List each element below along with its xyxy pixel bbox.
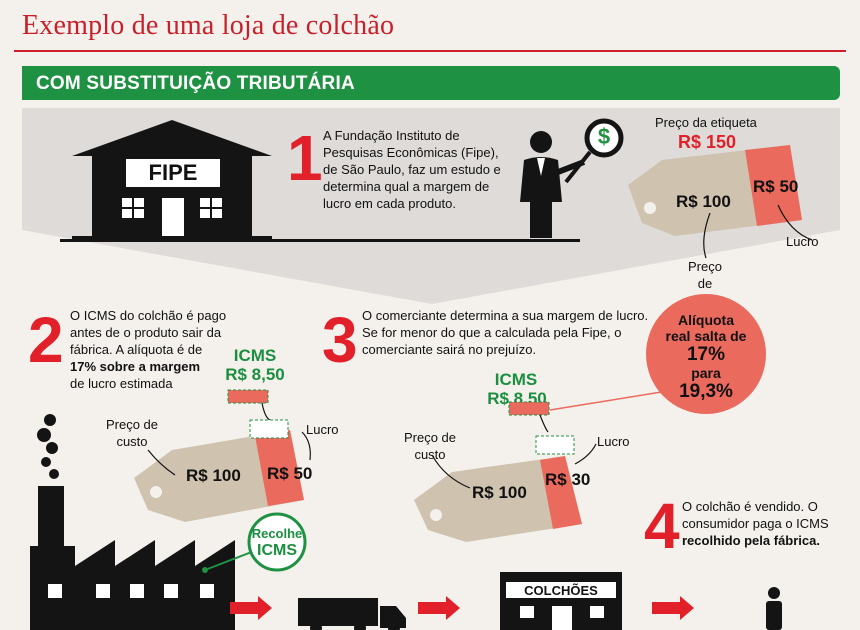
recolhe-icms-badge: Recolhe ICMS [249, 526, 305, 560]
store-sign-label: COLCHÕES [524, 583, 598, 598]
step-1-line: A Fundação Instituto de [323, 128, 460, 143]
label-profit-2: Lucro [306, 422, 339, 437]
tag-cost-3: R$ 100 [472, 483, 527, 502]
tag-profit-3: R$ 30 [545, 470, 591, 489]
page-title: Exemplo de uma loja de colchão [22, 10, 395, 41]
step-2-text: O ICMS do colchão é pago antes de o prod… [70, 307, 226, 392]
step-4-line: O colchão é vendido. O [682, 499, 818, 514]
price-tag-profit: R$ 50 [753, 177, 799, 196]
step-2-number: 2 [28, 304, 64, 376]
step-3-line: comerciante sairá no prejuízo. [362, 342, 537, 357]
step-1-line: determina qual a margem de [323, 179, 490, 194]
step-4-text: O colchão é vendido. O consumidor paga o… [682, 498, 829, 549]
icms-label-2: ICMS [233, 346, 277, 365]
step-2-line: de lucro estimada [70, 376, 173, 391]
arrow-right-icon [230, 596, 272, 620]
step-1-line: lucro em cada produto. [323, 196, 456, 211]
bubble-line: 17% [686, 344, 726, 365]
tag-profit-2: R$ 50 [267, 464, 313, 483]
tag-cost-2: R$ 100 [186, 466, 241, 485]
label-cost-3: Preço de custo [402, 429, 458, 463]
arrow-right-icon [418, 596, 460, 620]
step-4-line: recolhido pela fábrica. [682, 533, 820, 548]
label-cost-2: Preço de custo [104, 416, 160, 450]
label-cost-line: custo [414, 447, 446, 462]
bubble-line: 19,3% [679, 381, 733, 402]
title-rule [14, 50, 846, 52]
step-2-line: antes de o produto sair da [70, 325, 222, 340]
step-2-line: O ICMS do colchão é pago [70, 308, 227, 323]
bubble-line: real salta de [665, 328, 747, 344]
step-2-line: 17% sobre a margem [70, 359, 201, 374]
badge-line: ICMS [257, 542, 297, 559]
step-3-line: Se for menor do que a calculada pela Fip… [362, 325, 622, 340]
label-profit-3: Lucro [597, 434, 630, 449]
step-1-number: 1 [287, 122, 323, 194]
price-tag-cost: R$ 100 [676, 192, 731, 211]
label-cost-line: Preço de [688, 259, 722, 291]
step-1-line: Pesquisas Econômicas (Fipe), [323, 145, 499, 160]
label-cost-line: custo [116, 434, 148, 449]
store-icon [500, 572, 622, 630]
bubble-line: para [691, 365, 721, 381]
step-1-line: de São Paulo, faz um estudo e [323, 162, 501, 177]
step-3-line: O comerciante determina a sua margem de … [362, 308, 649, 323]
step-3-text: O comerciante determina a sua margem de … [362, 307, 648, 358]
magnifier-dollar-icon: $ [597, 124, 611, 149]
badge-line: Recolhe [251, 526, 303, 541]
step-2-line: fábrica. A alíquota é de [70, 342, 203, 357]
step-1-text: A Fundação Instituto de Pesquisas Econôm… [323, 127, 501, 212]
price-tag-caption: Preço da etiqueta [655, 115, 757, 130]
label-profit: Lucro [786, 234, 819, 249]
price-tag-total: R$ 150 [678, 132, 737, 152]
arrow-right-icon [652, 596, 694, 620]
section-banner-label: COM SUBSTITUIÇÃO TRIBUTÁRIA [36, 73, 355, 94]
icms-label-3: ICMS [494, 370, 538, 389]
label-cost-line: Preço de [403, 430, 457, 445]
step-4-number: 4 [644, 490, 680, 562]
step-3-number: 3 [322, 304, 358, 376]
label-cost-line: Preço de [105, 417, 159, 432]
truck-icon [298, 598, 406, 630]
bubble-line: Alíquota [678, 312, 734, 328]
icms-value-2: R$ 8,50 [225, 365, 285, 384]
step-4-line: consumidor paga o ICMS [682, 516, 829, 531]
person-icon [766, 587, 782, 630]
aliquota-bubble: Alíquota real salta de 17% para 19,3% [656, 312, 756, 402]
section-banner: COM SUBSTITUIÇÃO TRIBUTÁRIA [22, 66, 840, 100]
fipe-building-label: FIPE [148, 160, 198, 185]
